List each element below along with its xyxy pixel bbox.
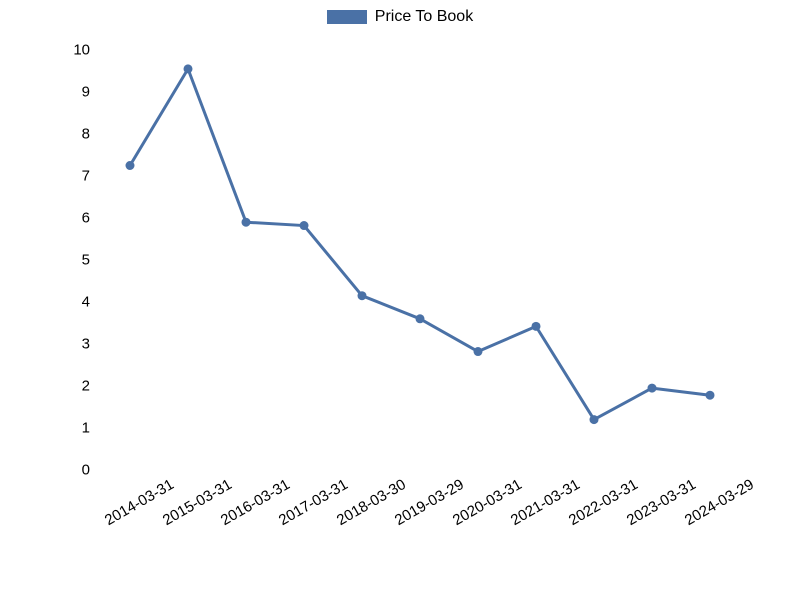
data-point	[532, 322, 541, 331]
y-tick-label: 0	[40, 462, 90, 479]
y-tick-label: 6	[40, 210, 90, 227]
data-point	[358, 291, 367, 300]
data-point	[184, 64, 193, 73]
plot-area: 012345678910 2014-03-312015-03-312016-03…	[100, 50, 740, 470]
data-point	[416, 314, 425, 323]
legend: Price To Book	[0, 8, 800, 29]
line-series	[100, 50, 740, 470]
series-line	[130, 69, 710, 420]
y-tick-label: 1	[40, 420, 90, 437]
y-tick-label: 9	[40, 84, 90, 101]
legend-label: Price To Book	[375, 8, 473, 26]
legend-swatch	[327, 10, 367, 24]
data-point	[648, 384, 657, 393]
y-tick-label: 3	[40, 336, 90, 353]
y-tick-label: 7	[40, 168, 90, 185]
data-point	[126, 161, 135, 170]
data-point	[242, 218, 251, 227]
y-tick-label: 2	[40, 378, 90, 395]
data-point	[474, 347, 483, 356]
y-tick-label: 10	[40, 42, 90, 59]
legend-item: Price To Book	[327, 8, 473, 26]
data-point	[300, 221, 309, 230]
data-point	[706, 391, 715, 400]
y-tick-label: 8	[40, 126, 90, 143]
y-tick-label: 5	[40, 252, 90, 269]
y-tick-label: 4	[40, 294, 90, 311]
price-to-book-chart: Price To Book 012345678910 2014-03-31201…	[0, 0, 800, 600]
data-point	[590, 415, 599, 424]
